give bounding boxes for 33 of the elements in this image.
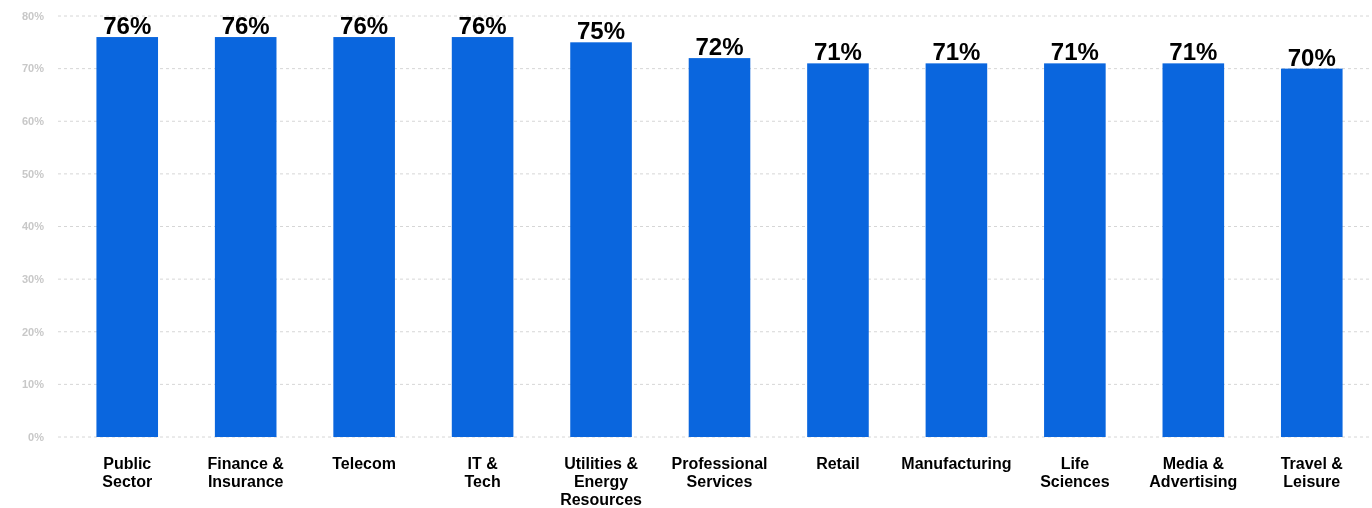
data-label: 76% [103,12,152,40]
bar [1162,63,1225,437]
data-label: 75% [577,17,626,45]
data-label: 76% [221,12,270,40]
x-tick-label: Life Sciences [1040,455,1110,490]
bar [96,37,159,437]
data-label: 71% [932,38,981,66]
data-label: 71% [1050,38,1099,66]
bar [925,63,988,437]
data-label: 72% [695,33,744,61]
data-label: 71% [813,38,862,66]
data-label: 70% [1287,43,1336,71]
x-tick-label: Travel & Leisure [1280,455,1344,490]
bar [1044,63,1106,437]
x-tick-label: Professional Services [671,455,768,490]
x-tick-label: Retail [816,455,860,472]
bar [451,37,514,437]
bar [214,37,277,437]
data-label: 76% [340,12,389,40]
data-label: 76% [458,12,507,40]
x-tick-label: Telecom [332,455,396,472]
bar [1280,68,1343,437]
x-tick-label: IT & Tech [464,455,501,490]
bar [570,42,632,437]
bar [807,63,869,437]
x-tick-label: Manufacturing [901,455,1012,472]
x-tick-label: Utilities & Energy Resources [560,455,643,508]
x-tick-label: Finance & Insurance [207,455,285,490]
bar [688,58,751,437]
x-tick-label: Public Sector [102,455,153,490]
data-label: 71% [1169,38,1218,66]
x-tick-label: Media & Advertising [1149,455,1238,490]
bar [333,37,395,437]
